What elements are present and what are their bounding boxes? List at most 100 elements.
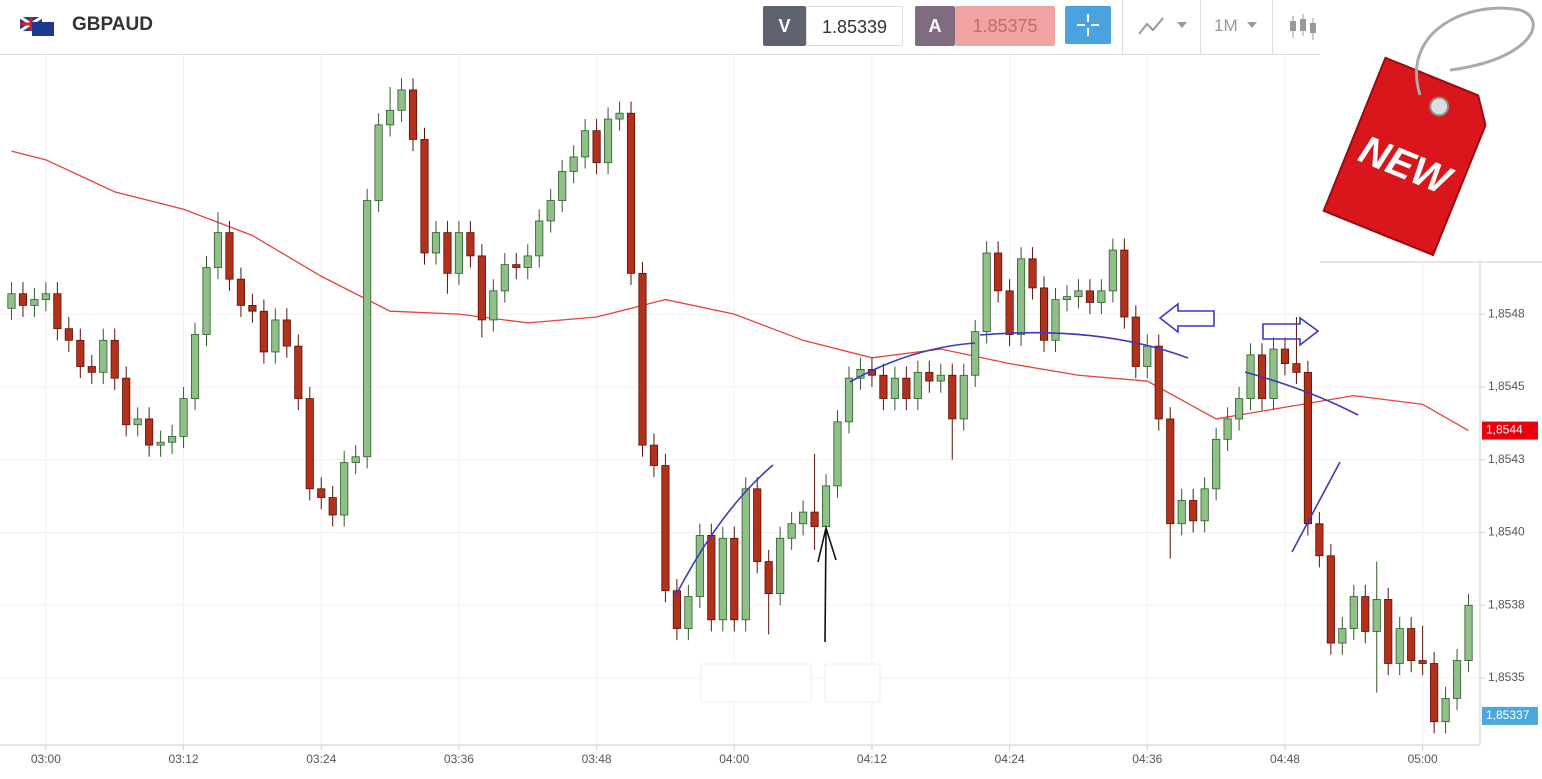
- candle-body: [1074, 290, 1083, 298]
- candle-body: [902, 377, 911, 399]
- candle-body: [30, 299, 39, 306]
- candle-body: [764, 561, 773, 595]
- y-tick-label: 1,8543: [1488, 452, 1525, 466]
- candle-body: [1246, 354, 1255, 399]
- candle-body: [489, 290, 498, 321]
- axes: 1,8548 1,8545 1,8543 1,8540 1,8538 1,8535 03:0…: [31, 306, 1538, 766]
- bid-label[interactable]: V: [763, 6, 806, 46]
- candle-body: [259, 310, 268, 353]
- price-marker: [1482, 706, 1538, 725]
- drawn-line: [1291, 461, 1341, 553]
- icon: [1138, 17, 1164, 35]
- candle-body: [443, 232, 452, 274]
- timeframe[interactable]: 1M: [1214, 16, 1238, 35]
- candle-body: [64, 328, 73, 341]
- candle-body: [523, 255, 532, 268]
- drawn-arrow: [1262, 316, 1320, 347]
- candle-body: [558, 171, 567, 201]
- candle-body: [374, 124, 383, 201]
- candle-body: [1154, 345, 1163, 420]
- candle-body: [799, 511, 808, 525]
- candle-body: [340, 462, 349, 516]
- y-tick-label: 1,8548: [1488, 306, 1525, 320]
- candle-body: [236, 278, 246, 306]
- candle-body: [1338, 628, 1347, 644]
- grid: [0, 55, 1480, 745]
- candle-body: [87, 366, 96, 373]
- candle-body: [971, 331, 980, 376]
- candle-body: [156, 441, 165, 446]
- candle-body: [1051, 299, 1060, 341]
- separator: [1272, 0, 1273, 54]
- tag-string: [1415, 6, 1535, 96]
- y-tick-label: 1,8538: [1488, 597, 1525, 611]
- tag-hole: [1429, 96, 1450, 117]
- candle-body: [936, 374, 945, 382]
- candle-body: [833, 421, 842, 487]
- candle-body: [821, 485, 831, 528]
- ask-label[interactable]: A: [915, 6, 955, 46]
- toolbar: GBPAUD V 1.85339 A 1.85375 1M: [0, 0, 1320, 55]
- crosshair: [1077, 14, 1099, 36]
- crosshair-button[interactable]: [1065, 6, 1111, 44]
- candle-body: [202, 267, 211, 335]
- candle-body: [1349, 596, 1358, 629]
- candle-body: [420, 139, 429, 254]
- candle-body: [133, 418, 142, 426]
- candle-body: [925, 371, 934, 382]
- candle-body: [271, 319, 280, 353]
- candle-body: [168, 435, 177, 443]
- drawn-curve: [849, 342, 976, 383]
- candle-body: [753, 488, 762, 562]
- candle-body: [317, 488, 326, 498]
- candle-button[interactable]: [1288, 12, 1322, 42]
- caret-shape: [1247, 22, 1257, 28]
- candle-body: [99, 339, 108, 373]
- price-marker: [1482, 421, 1538, 440]
- candle-body: [1097, 290, 1106, 303]
- candle-body: [1280, 348, 1290, 365]
- candle-body: [1005, 290, 1014, 335]
- candle-body: [512, 264, 521, 268]
- candle-body: [890, 377, 899, 399]
- candle-body: [948, 374, 957, 420]
- candle-body: [1292, 363, 1301, 373]
- candle-body: [1464, 604, 1473, 661]
- ask-price[interactable]: 1.85375: [955, 6, 1055, 46]
- icon: [1310, 23, 1316, 33]
- candle-body: [145, 418, 154, 446]
- candle-body: [626, 112, 636, 274]
- candle-body: [466, 232, 475, 257]
- candle-body: [454, 232, 463, 274]
- new-tag: NEW: [1322, 56, 1487, 257]
- candle-body: [1418, 660, 1427, 664]
- drawn-curve: [1244, 371, 1359, 416]
- price-marker-label: 1,85337: [1486, 708, 1530, 722]
- candle-body: [730, 537, 739, 621]
- separator: [1200, 0, 1201, 54]
- candle-body: [569, 156, 578, 172]
- x-tick-label: 04:00: [719, 752, 749, 766]
- candle-body: [581, 130, 590, 158]
- candle-body: [1200, 488, 1209, 522]
- candle-body: [1234, 398, 1244, 420]
- candle-body: [844, 377, 854, 423]
- candle-body: [546, 200, 555, 222]
- flag-icon: [20, 17, 54, 36]
- candle-body: [1062, 296, 1072, 300]
- candle-body: [1441, 698, 1450, 723]
- chart-type-button[interactable]: [1135, 12, 1195, 42]
- bid-price[interactable]: 1.85339: [806, 6, 903, 46]
- candle-body: [959, 374, 968, 420]
- placeholder: [824, 663, 881, 703]
- y-tick-label: 1,8545: [1488, 379, 1525, 393]
- candle-body: [294, 345, 303, 399]
- price-marker-label: 1,8544: [1486, 423, 1523, 437]
- candle-body: [879, 374, 888, 399]
- candle-body: [718, 537, 727, 621]
- x-tick-label: 04:36: [1132, 752, 1162, 766]
- candle-body: [982, 252, 991, 332]
- candle-body: [661, 465, 670, 592]
- candle-body: [592, 130, 601, 164]
